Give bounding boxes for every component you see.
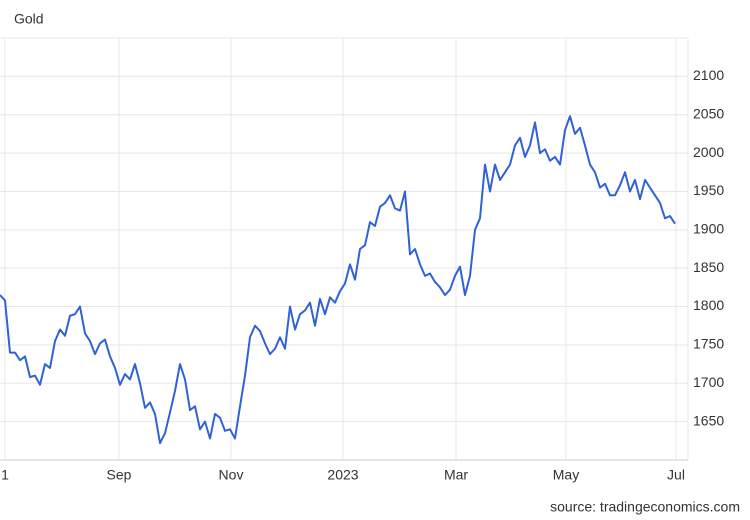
- x-tick-label: May: [553, 467, 579, 483]
- x-tick-label: Mar: [444, 467, 468, 483]
- y-tick-label: 1900: [693, 221, 724, 237]
- y-tick-label: 2000: [693, 144, 724, 160]
- x-tick-label: 1: [1, 467, 9, 483]
- y-tick-label: 1950: [693, 182, 724, 198]
- y-tick-label: 2050: [693, 105, 724, 121]
- y-tick-label: 1650: [693, 412, 724, 428]
- y-tick-label: 1750: [693, 336, 724, 352]
- y-tick-label: 1850: [693, 259, 724, 275]
- chart-title: Gold: [14, 11, 44, 27]
- x-tick-label: Nov: [219, 467, 244, 483]
- price-line: [0, 115, 676, 445]
- x-tick-label: 2023: [327, 467, 358, 483]
- x-tick-label: Jul: [667, 467, 685, 483]
- y-tick-label: 2100: [693, 67, 724, 83]
- source-note: source: tradingeconomics.com: [550, 499, 740, 515]
- y-tick-label: 1700: [693, 374, 724, 390]
- y-tick-label: 1800: [693, 297, 724, 313]
- x-tick-label: Sep: [107, 467, 132, 483]
